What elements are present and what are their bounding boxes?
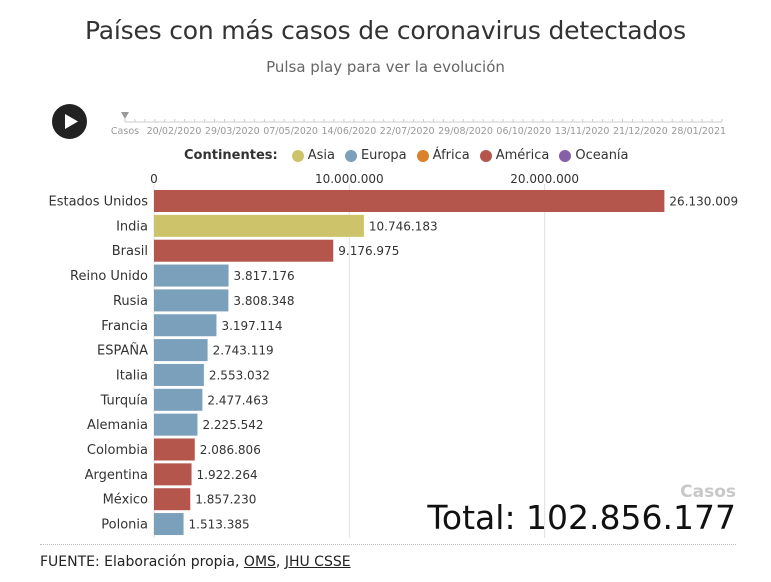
value-label: 2.553.032 (209, 368, 270, 382)
bar[interactable] (154, 264, 229, 287)
play-button[interactable] (52, 104, 87, 139)
value-label: 1.922.264 (197, 468, 258, 482)
timeline-date-label: 13/11/2020 (554, 126, 610, 137)
value-label: 2.477.463 (207, 393, 268, 407)
legend-swatch (291, 149, 304, 162)
category-label: Estados Unidos (48, 195, 148, 210)
legend-item: Asia (291, 148, 335, 163)
bar[interactable] (154, 488, 191, 511)
category-label: Francia (101, 319, 148, 334)
timeline-slider[interactable] (105, 108, 725, 128)
legend-swatch (479, 149, 492, 162)
x-tick-label: 10.000.000 (315, 172, 384, 186)
legend-label: Oceanía (575, 148, 629, 163)
legend-item: Oceanía (559, 148, 629, 163)
x-tick-label: 0 (150, 172, 158, 186)
value-label: 10.746.183 (369, 219, 438, 233)
timeline-date-label: 21/12/2020 (613, 126, 668, 137)
category-label: Alemania (87, 418, 148, 433)
category-label: Polonia (101, 518, 148, 533)
bar[interactable] (154, 463, 192, 486)
bar[interactable] (154, 190, 665, 212)
value-label: 26.130.009 (669, 195, 738, 209)
timeline-handle[interactable] (121, 112, 129, 119)
footer-divider (40, 544, 736, 545)
value-label: 2.086.806 (200, 443, 261, 457)
timeline-date-label: 20/02/2020 (146, 126, 202, 137)
bar-chart: 0 10.000.000 20.000.000 Estados Unidos 26.13… (48, 172, 738, 538)
value-label: 3.817.176 (234, 269, 295, 283)
bar[interactable] (154, 339, 208, 362)
timeline-date-label: 07/05/2020 (263, 126, 318, 137)
legend: Continentes: Asia Europa África América Ocea… (184, 148, 639, 163)
category-label: Rusia (113, 294, 148, 309)
category-label: Italia (116, 368, 148, 383)
category-label: Turquía (100, 393, 148, 408)
timeline-date-label: 14/06/2020 (321, 126, 377, 137)
category-label: Reino Unido (70, 269, 148, 284)
play-icon (65, 114, 78, 129)
value-label: 3.197.114 (221, 319, 282, 333)
source-prefix: FUENTE: Elaboración propia, (40, 554, 244, 570)
cases-label: Casos (680, 482, 736, 502)
source-separator: , (275, 554, 285, 570)
legend-item: Europa (344, 148, 407, 163)
category-label: Colombia (87, 443, 148, 458)
legend-items: Asia Europa África América Oceanía (291, 148, 639, 163)
legend-item: África (416, 148, 470, 163)
bar[interactable] (154, 438, 195, 461)
legend-label: Europa (360, 148, 407, 163)
value-label: 1.513.385 (189, 518, 250, 532)
bar[interactable] (154, 214, 364, 237)
timeline-date-label: 22/07/2020 (379, 126, 435, 137)
legend-label: América (495, 148, 550, 163)
bar[interactable] (154, 388, 203, 411)
bar[interactable] (154, 513, 184, 536)
category-label: ESPAÑA (97, 343, 148, 359)
bar[interactable] (154, 314, 217, 337)
x-tick-label: 20.000.000 (510, 172, 579, 186)
bar[interactable] (154, 289, 229, 312)
category-label: México (103, 493, 148, 508)
chart-subtitle: Pulsa play para ver la evolución (266, 58, 505, 76)
legend-swatch (559, 149, 572, 162)
legend-title: Continentes: (184, 148, 278, 163)
category-label: Brasil (112, 244, 148, 259)
timeline-date-label: 06/10/2020 (496, 126, 552, 137)
source-link-jhu[interactable]: JHU CSSE (284, 554, 351, 570)
category-label: Argentina (85, 468, 148, 483)
timeline-date-label: 29/03/2020 (204, 126, 260, 137)
legend-item: América (479, 148, 550, 163)
bar[interactable] (154, 413, 198, 436)
value-label: 9.176.975 (338, 244, 399, 258)
value-label: 3.808.348 (233, 294, 294, 308)
chart-title: Países con más casos de coronavirus dete… (85, 16, 686, 45)
bar[interactable] (154, 239, 334, 262)
timeline-date-label: Casos (110, 126, 140, 137)
value-label: 2.225.542 (202, 418, 263, 432)
bar[interactable] (154, 363, 204, 386)
legend-swatch (416, 149, 429, 162)
value-label: 2.743.119 (213, 344, 274, 358)
timeline-date-label: 28/01/2021 (671, 126, 727, 137)
timeline-date-label: 29/08/2020 (438, 126, 493, 137)
source-link-oms[interactable]: OMS (243, 554, 276, 570)
value-label: 1.857.230 (195, 493, 256, 507)
total-cases: Total: 102.856.177 (427, 498, 736, 537)
source-footer: FUENTE: Elaboración propia, OMS, JHU CSS… (40, 554, 351, 570)
legend-swatch (344, 149, 357, 162)
legend-label: Asia (307, 148, 335, 163)
category-label: India (116, 219, 148, 234)
legend-label: África (432, 148, 470, 163)
